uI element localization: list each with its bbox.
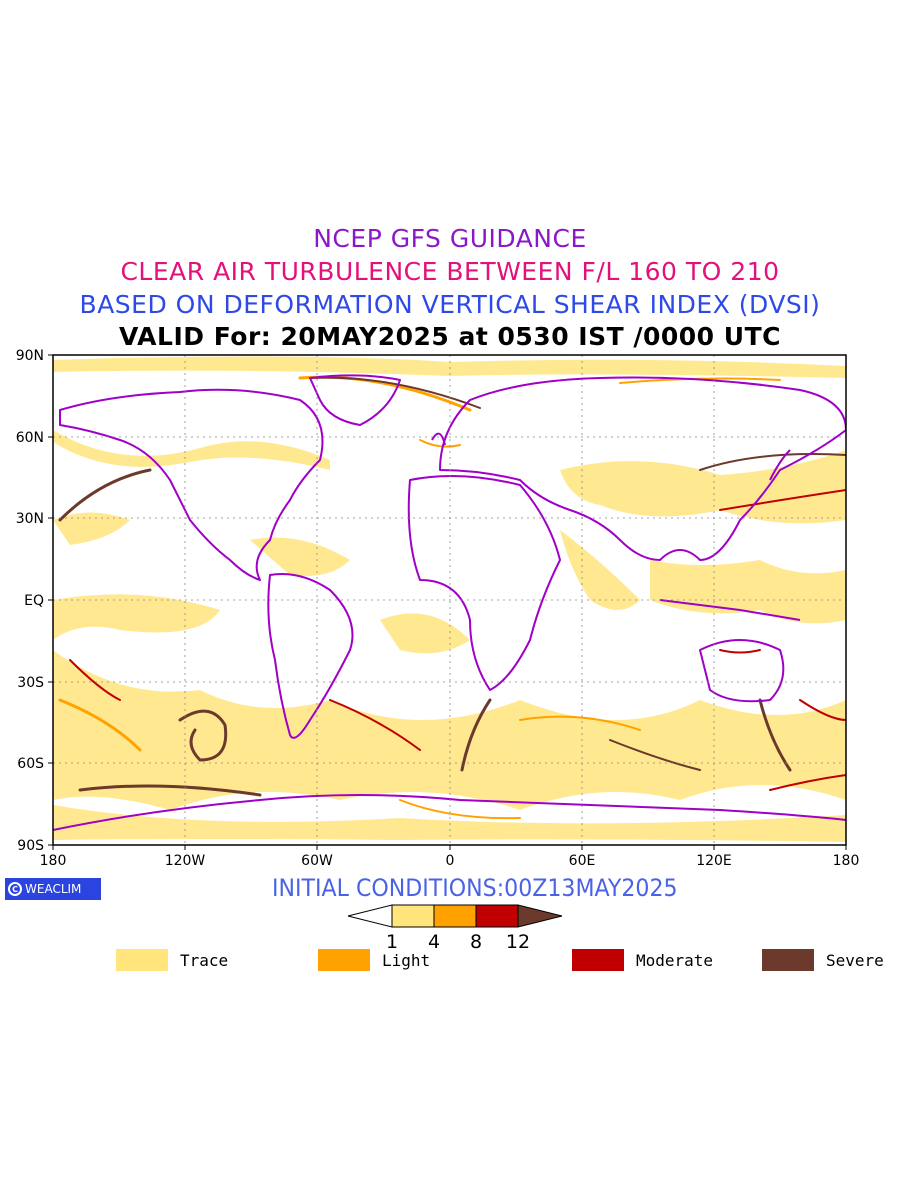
- colorbar-tick-12: 12: [506, 931, 530, 953]
- axis-ticks: [48, 354, 847, 850]
- lat-label-90n: 90N: [16, 348, 44, 364]
- uk-outline: [431, 432, 446, 446]
- copyright-circle-icon: C: [8, 882, 22, 896]
- lon-label-0: 0: [446, 853, 455, 869]
- legend-item-light: Light: [318, 948, 430, 972]
- graticule: [53, 355, 846, 845]
- south-america-outline: [267, 573, 354, 739]
- map-valid-time: VALID For: 20MAY2025 at 0530 IST /0000 U…: [119, 322, 781, 351]
- lon-label-120e: 120E: [696, 853, 732, 869]
- legend-label-trace: Trace: [180, 950, 229, 970]
- map-subtitle-method: BASED ON DEFORMATION VERTICAL SHEAR INDE…: [79, 290, 821, 319]
- legend-label-moderate: Moderate: [636, 950, 714, 970]
- legend-label-light: Light: [382, 950, 431, 970]
- lat-label-60s: 60S: [17, 756, 44, 772]
- trace-field: [53, 356, 846, 842]
- legend-item-severe: Severe: [762, 948, 884, 972]
- lon-label-180w: 180: [40, 853, 67, 869]
- north-america-outline: [59, 388, 324, 581]
- legend-swatch-trace: [116, 949, 168, 971]
- lat-label-60n: 60N: [16, 430, 44, 446]
- legend-item-trace: Trace: [116, 948, 228, 972]
- legend-swatch-severe: [762, 949, 814, 971]
- colorbar-moderate-segment: [475, 904, 519, 928]
- lat-label-eq: EQ: [24, 593, 44, 609]
- africa-outline: [407, 475, 561, 691]
- lon-label-120w: 120W: [165, 853, 206, 869]
- map-title: NCEP GFS GUIDANCE: [313, 224, 587, 253]
- lat-label-30n: 30N: [16, 511, 44, 527]
- legend-item-moderate: Moderate: [572, 948, 713, 972]
- greenland-outline: [309, 374, 401, 426]
- coastlines: [53, 374, 846, 831]
- lat-label-30s: 30S: [17, 675, 44, 691]
- legend-swatch-moderate: [572, 949, 624, 971]
- logo-text: WEACLIM: [25, 882, 82, 896]
- eurasia-outline: [439, 376, 846, 561]
- colorbar-trace-segment: [391, 904, 435, 928]
- legend-swatch-light: [318, 949, 370, 971]
- indonesia-outline: [659, 599, 801, 621]
- map-subtitle-parameter: CLEAR AIR TURBULENCE BETWEEN F/L 160 TO …: [120, 257, 780, 286]
- colorbar-light-segment: [433, 904, 477, 928]
- colorbar-tick-8: 8: [470, 931, 482, 953]
- colorbar-tick-1: 1: [386, 931, 398, 953]
- lon-label-60w: 60W: [301, 853, 333, 869]
- japan-outline: [769, 449, 791, 481]
- colorbar-tick-4: 4: [428, 931, 440, 953]
- australia-outline: [699, 639, 785, 703]
- colorbar-low-triangle: [347, 904, 393, 928]
- antarctica-outline: [53, 794, 846, 831]
- map-plot-area: [53, 355, 846, 845]
- lon-label-60e: 60E: [569, 853, 596, 869]
- legend-label-severe: Severe: [826, 950, 884, 970]
- colorbar-severe-triangle: [517, 904, 563, 928]
- color-bar: 1 4 8 12: [347, 904, 563, 953]
- lat-label-90s: 90S: [17, 838, 44, 854]
- weaclim-logo: C WEACLIM: [5, 878, 101, 900]
- initial-conditions: INITIAL CONDITIONS:00Z13MAY2025: [272, 874, 678, 902]
- lon-label-180e: 180: [833, 853, 860, 869]
